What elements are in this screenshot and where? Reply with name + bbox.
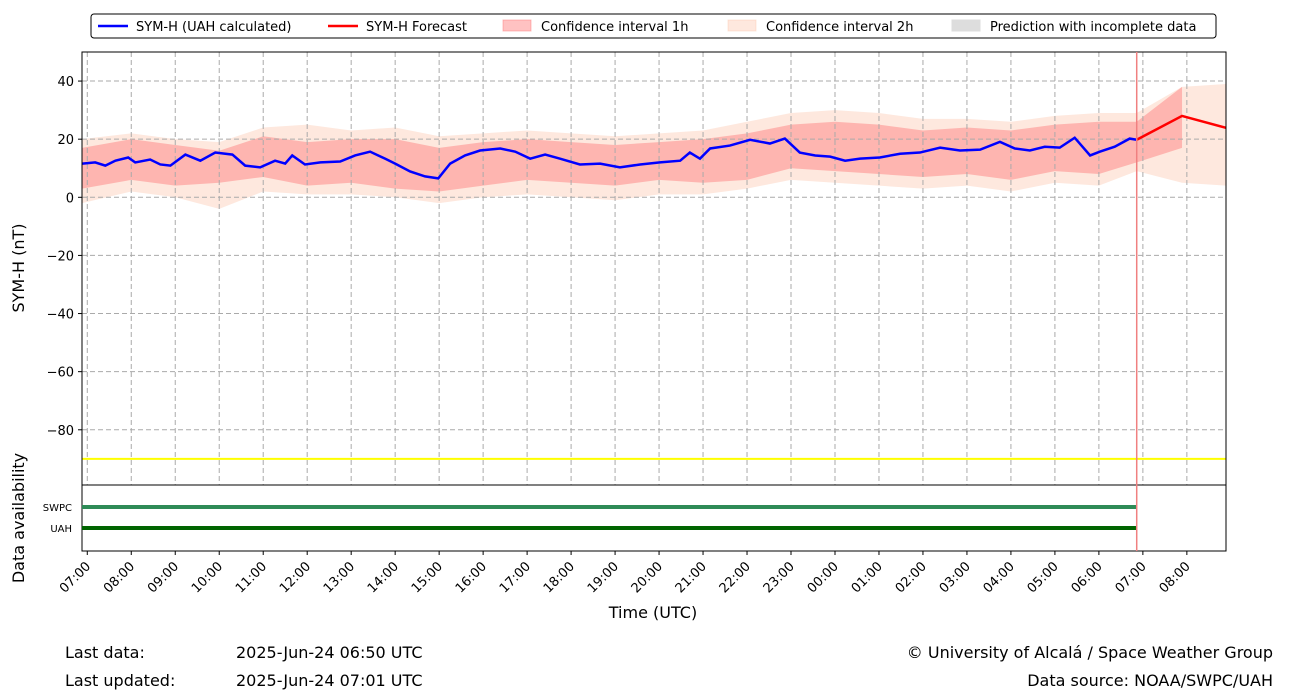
x-tick-label: 13:00 xyxy=(321,559,358,596)
x-tick-label: 22:00 xyxy=(717,559,754,596)
availability-label: Data availability xyxy=(9,453,28,583)
x-tick-label: 23:00 xyxy=(761,559,798,596)
x-tick-label: 14:00 xyxy=(365,559,402,596)
y-axis-label: SYM-H (nT) xyxy=(9,223,28,312)
x-tick-label: 21:00 xyxy=(673,559,710,596)
x-tick-label: 10:00 xyxy=(189,559,226,596)
confidence-band xyxy=(82,83,1226,209)
x-tick-label: 03:00 xyxy=(937,559,974,596)
x-tick-label: 02:00 xyxy=(893,559,930,596)
x-axis-label: Time (UTC) xyxy=(608,603,697,622)
plot-frame xyxy=(81,484,1227,552)
footer-text: Last data: xyxy=(65,643,145,662)
x-tick-label: 19:00 xyxy=(585,559,622,596)
x-tick-label: 15:00 xyxy=(409,559,446,596)
y-tick-label: 0 xyxy=(66,191,74,206)
x-tick-label: 18:00 xyxy=(541,559,578,596)
x-tick-label: 05:00 xyxy=(1025,559,1062,596)
legend-box xyxy=(90,13,1217,39)
footer-text: Data source: NOAA/SWPC/UAH xyxy=(1027,671,1273,690)
x-tick-label: 00:00 xyxy=(805,559,842,596)
legend-label: SYM-H (UAH calculated) xyxy=(136,20,292,35)
legend-label: SYM-H Forecast xyxy=(366,20,467,35)
x-tick-label: 07:00 xyxy=(1113,559,1150,596)
legend-swatch xyxy=(727,19,757,32)
y-tick-label: 40 xyxy=(57,75,74,90)
footer-text: 2025-Jun-24 07:01 UTC xyxy=(236,671,423,690)
x-tick-label: 01:00 xyxy=(849,559,886,596)
x-tick-label: 12:00 xyxy=(277,559,314,596)
x-tick-label: 20:00 xyxy=(629,559,666,596)
legend-swatch xyxy=(502,19,532,32)
line xyxy=(82,136,1137,180)
y-tick-label: −80 xyxy=(47,424,74,439)
footer-text: Last updated: xyxy=(65,671,175,690)
availability-label: UAH xyxy=(50,524,72,535)
availability-label: SWPC xyxy=(43,503,72,514)
x-tick-label: 07:00 xyxy=(57,559,94,596)
x-tick-label: 09:00 xyxy=(145,559,182,596)
legend-swatch xyxy=(951,19,981,32)
y-tick-label: 20 xyxy=(57,133,74,148)
x-tick-label: 16:00 xyxy=(453,559,490,596)
footer-text: 2025-Jun-24 06:50 UTC xyxy=(236,643,423,662)
x-tick-label: 08:00 xyxy=(101,559,138,596)
x-tick-label: 11:00 xyxy=(233,559,270,596)
legend-label: Confidence interval 1h xyxy=(541,20,688,35)
y-tick-label: −40 xyxy=(47,308,74,323)
x-tick-label: 08:00 xyxy=(1157,559,1194,596)
footer-text: © University of Alcalá / Space Weather G… xyxy=(907,643,1273,662)
confidence-band xyxy=(82,86,1183,192)
legend-label: Confidence interval 2h xyxy=(766,20,913,35)
x-tick-label: 04:00 xyxy=(981,559,1018,596)
line xyxy=(1136,114,1227,141)
y-tick-label: −60 xyxy=(47,366,74,381)
legend-label: Prediction with incomplete data xyxy=(990,20,1196,35)
y-tick-label: −20 xyxy=(47,249,74,264)
x-tick-label: 17:00 xyxy=(497,559,534,596)
x-tick-label: 06:00 xyxy=(1069,559,1106,596)
